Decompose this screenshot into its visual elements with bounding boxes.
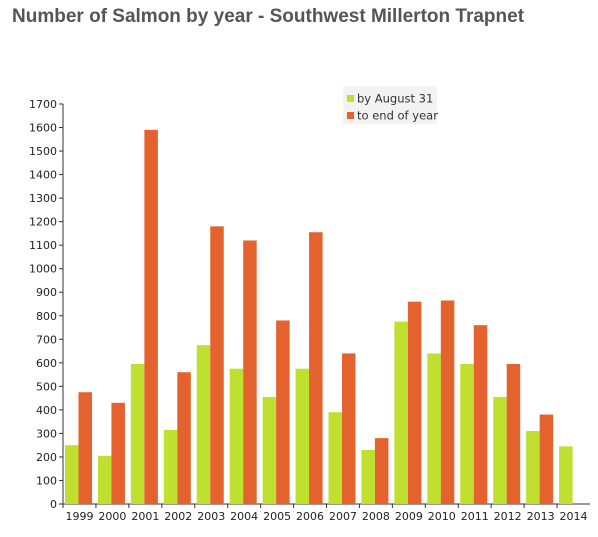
bar-by-august-31-2013 [526,431,540,504]
x-tick-label: 2002 [164,510,192,523]
bar-to-end-of-year-2000 [111,402,125,504]
x-tick-label: 1999 [65,510,93,523]
legend: by August 31 to end of year [343,86,438,124]
y-tick-label: 700 [36,333,57,346]
y-tick-label: 600 [36,357,57,370]
bar-to-end-of-year-2010 [440,300,455,504]
x-tick-label: 2001 [131,510,159,523]
y-tick-label: 1000 [29,263,57,276]
x-tick-label: 2005 [263,510,291,523]
bar-to-end-of-year-1999 [78,392,92,504]
x-tick-label: 2014 [560,510,588,523]
x-tick-label: 2010 [428,510,456,523]
bar-to-end-of-year-2004 [243,240,257,504]
bar-by-august-31-2000 [97,455,112,504]
bar-to-end-of-year-2012 [506,364,521,504]
chart-title: Number of Salmon by year - Southwest Mil… [12,6,525,27]
bar-to-end-of-year-2007 [342,353,356,504]
bar-by-august-31-2012 [493,396,507,504]
bar-by-august-31-2004 [229,368,244,504]
y-tick-label: 300 [36,427,57,440]
y-tick-label: 1200 [29,216,57,229]
bar-by-august-31-2001 [130,364,145,504]
bar-to-end-of-year-2003 [210,226,224,504]
bar-by-august-31-1999 [65,445,79,504]
x-tick-label: 2013 [527,510,555,523]
y-tick-label: 1500 [29,145,57,158]
bar-to-end-of-year-2008 [374,438,389,504]
bar-by-august-31-2008 [361,449,375,504]
bar-by-august-31-2007 [328,412,342,504]
legend-swatch [347,112,354,119]
y-axis: 0 100 200 300 400 500 600 700 800 900 1000 1100 1200… [29,98,64,511]
x-axis: 1999 2000 2001 2002 2003 2004 2005 2006 2007 2008… [62,503,590,523]
bar-to-end-of-year-2001 [144,129,158,504]
bars [65,129,573,504]
bar-to-end-of-year-2009 [407,301,422,504]
x-tick-label: 2007 [329,510,357,523]
x-tick-label: 2000 [98,510,126,523]
legend-label: by August 31 [357,92,433,106]
bar-to-end-of-year-2005 [276,320,290,504]
x-tick-label: 2004 [230,510,258,523]
y-tick-label: 1400 [29,169,57,182]
y-tick-label: 1600 [29,122,57,135]
bar-to-end-of-year-2013 [539,414,554,504]
bar-by-august-31-2011 [460,364,474,504]
y-tick-label: 1300 [29,192,57,205]
bar-by-august-31-2006 [295,368,310,504]
legend-label: to end of year [357,109,438,123]
x-tick-label: 2011 [461,510,489,523]
bar-by-august-31-2009 [394,321,408,504]
bar-by-august-31-2005 [262,396,277,504]
bar-by-august-31-2014 [559,446,573,504]
y-tick-label: 200 [36,451,57,464]
y-tick-label: 400 [36,404,57,417]
bar-by-august-31-2010 [427,353,441,504]
y-tick-label: 500 [36,380,57,393]
y-tick-label: 1100 [29,239,57,252]
x-tick-label: 2008 [362,510,390,523]
y-tick-label: 900 [36,286,57,299]
x-tick-label: 2009 [395,510,423,523]
legend-box [343,86,437,124]
x-tick-label: 2006 [296,510,324,523]
bar-by-august-31-2003 [196,345,211,504]
bar-to-end-of-year-2002 [177,372,191,504]
bar-by-august-31-2002 [163,429,178,504]
x-tick-label: 2003 [197,510,225,523]
y-tick-label: 100 [36,474,57,487]
y-tick-label: 0 [50,498,57,511]
bar-to-end-of-year-2006 [309,232,323,504]
legend-swatch [347,95,354,102]
y-tick-label: 800 [36,310,57,323]
y-tick-label: 1700 [29,98,57,111]
bar-to-end-of-year-2011 [473,325,488,504]
x-tick-label: 2012 [494,510,522,523]
